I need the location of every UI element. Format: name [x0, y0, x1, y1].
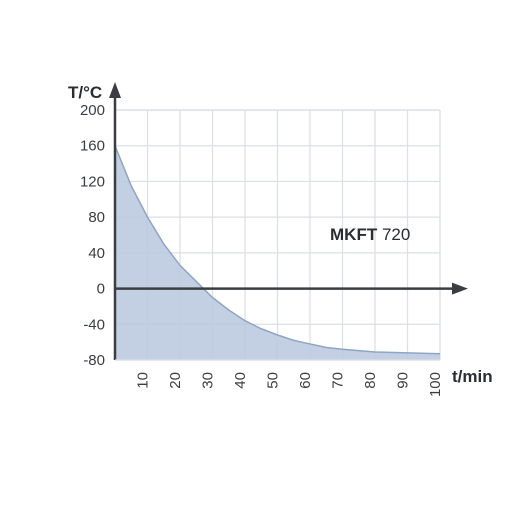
x-tick-label: 50: [265, 372, 282, 389]
x-tick-label: 60: [297, 372, 314, 389]
x-tick-label: 100: [427, 372, 444, 397]
y-tick-label: -80: [83, 352, 105, 369]
y-tick-label: 40: [88, 245, 105, 262]
x-tick-label: 40: [232, 372, 249, 389]
x-axis-label: t/min: [452, 367, 493, 386]
x-tick-label: 90: [395, 372, 412, 389]
x-tick-label: 10: [135, 372, 152, 389]
y-tick-label: 160: [80, 138, 105, 155]
x-tick-label: 80: [362, 372, 379, 389]
y-tick-label: 0: [97, 281, 105, 298]
y-tick-label: -40: [83, 316, 105, 333]
y-axis-label: T/°C: [68, 83, 102, 102]
series-label: MKFT 720: [330, 225, 410, 244]
cooling-curve-chart: -80 -40 0 40 80 120 160 200 10 20 30 40 50 60 70 80 90 10…: [0, 0, 515, 515]
y-tick-label: 120: [80, 173, 105, 190]
y-tick-label: 80: [88, 209, 105, 226]
x-tick-label: 20: [167, 372, 184, 389]
x-tick-label: 30: [200, 372, 217, 389]
y-tick-label: 200: [80, 102, 105, 119]
x-tick-label: 70: [330, 372, 347, 389]
chart-svg: -80 -40 0 40 80 120 160 200 10 20 30 40 50 60 70 80 90 10…: [0, 0, 515, 515]
